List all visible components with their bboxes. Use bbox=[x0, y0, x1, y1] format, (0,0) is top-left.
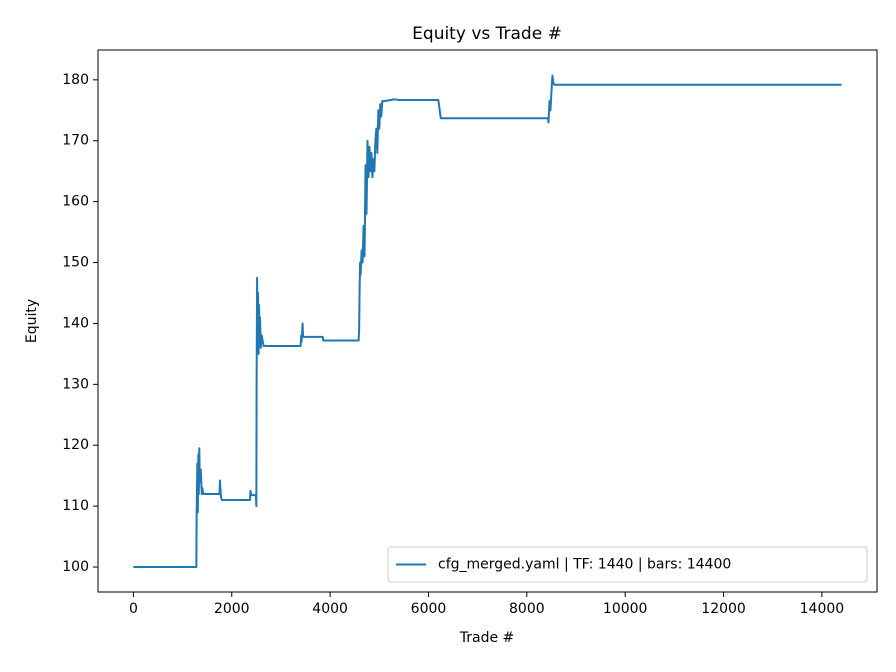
x-tick-label: 14000 bbox=[800, 601, 845, 617]
y-tick-label: 170 bbox=[62, 133, 89, 149]
y-axis-label: Equity bbox=[24, 299, 40, 343]
x-tick-label: 2000 bbox=[214, 601, 250, 617]
y-tick-label: 100 bbox=[62, 559, 89, 575]
x-tick-label: 12000 bbox=[701, 601, 746, 617]
legend-box bbox=[387, 546, 868, 583]
plot-frame bbox=[97, 49, 878, 593]
x-tick-label: 8000 bbox=[509, 601, 545, 617]
y-tick-label: 130 bbox=[62, 376, 89, 392]
y-tick-label: 140 bbox=[62, 315, 89, 331]
x-tick-label: 10000 bbox=[603, 601, 648, 617]
x-tick-label: 6000 bbox=[411, 601, 447, 617]
y-tick-label: 160 bbox=[62, 194, 89, 210]
y-tick-label: 150 bbox=[62, 255, 89, 271]
x-tick-label: 0 bbox=[129, 601, 138, 617]
y-tick-label: 120 bbox=[62, 437, 89, 453]
y-tick-label: 180 bbox=[62, 72, 89, 88]
legend-label: cfg_merged.yaml | TF: 1440 | bars: 14400 bbox=[438, 557, 731, 573]
x-axis-label: Trade # bbox=[459, 630, 515, 646]
equity-line bbox=[133, 74, 842, 569]
y-tick-label: 110 bbox=[62, 498, 89, 514]
chart-title: Equity vs Trade # bbox=[412, 24, 562, 44]
x-tick-label: 4000 bbox=[312, 601, 348, 617]
